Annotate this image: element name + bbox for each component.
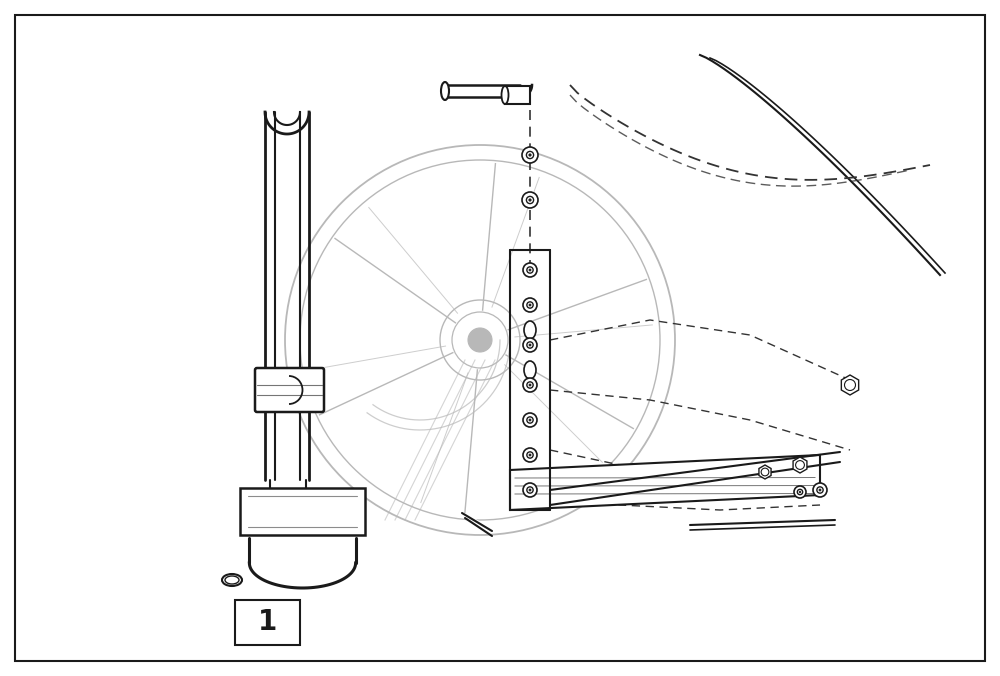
Bar <box>240 488 365 535</box>
Circle shape <box>527 452 533 458</box>
Circle shape <box>523 298 537 312</box>
Ellipse shape <box>222 574 242 586</box>
Circle shape <box>522 192 538 208</box>
Circle shape <box>523 263 537 277</box>
Circle shape <box>529 419 531 421</box>
Circle shape <box>529 344 531 346</box>
Ellipse shape <box>502 86 509 104</box>
FancyBboxPatch shape <box>255 368 324 412</box>
Circle shape <box>844 379 856 391</box>
Circle shape <box>529 384 531 386</box>
Circle shape <box>529 489 531 491</box>
Circle shape <box>527 267 533 273</box>
Circle shape <box>761 468 769 476</box>
Circle shape <box>797 489 803 495</box>
Circle shape <box>813 483 827 497</box>
Polygon shape <box>510 455 820 510</box>
Circle shape <box>527 487 533 493</box>
Circle shape <box>523 413 537 427</box>
Circle shape <box>523 378 537 392</box>
Circle shape <box>522 147 538 163</box>
Ellipse shape <box>524 361 536 379</box>
Circle shape <box>527 382 533 388</box>
Circle shape <box>529 199 531 201</box>
Circle shape <box>523 483 537 497</box>
Bar <box>505 86 530 104</box>
Bar <box>235 600 300 645</box>
Circle shape <box>794 486 806 498</box>
Circle shape <box>817 487 823 493</box>
Circle shape <box>526 151 534 159</box>
Circle shape <box>529 154 531 156</box>
Circle shape <box>468 328 492 352</box>
Circle shape <box>527 417 533 423</box>
Circle shape <box>523 448 537 462</box>
Circle shape <box>529 454 531 456</box>
Circle shape <box>819 489 821 491</box>
Ellipse shape <box>441 82 449 100</box>
Circle shape <box>523 338 537 352</box>
Circle shape <box>796 460 804 469</box>
Circle shape <box>527 302 533 308</box>
Polygon shape <box>841 375 859 395</box>
Ellipse shape <box>524 321 536 339</box>
Polygon shape <box>759 465 771 479</box>
Circle shape <box>529 304 531 306</box>
Circle shape <box>529 269 531 271</box>
Circle shape <box>799 491 801 493</box>
Polygon shape <box>793 457 807 473</box>
Text: 1: 1 <box>258 608 277 637</box>
Circle shape <box>527 342 533 348</box>
Circle shape <box>526 197 534 203</box>
